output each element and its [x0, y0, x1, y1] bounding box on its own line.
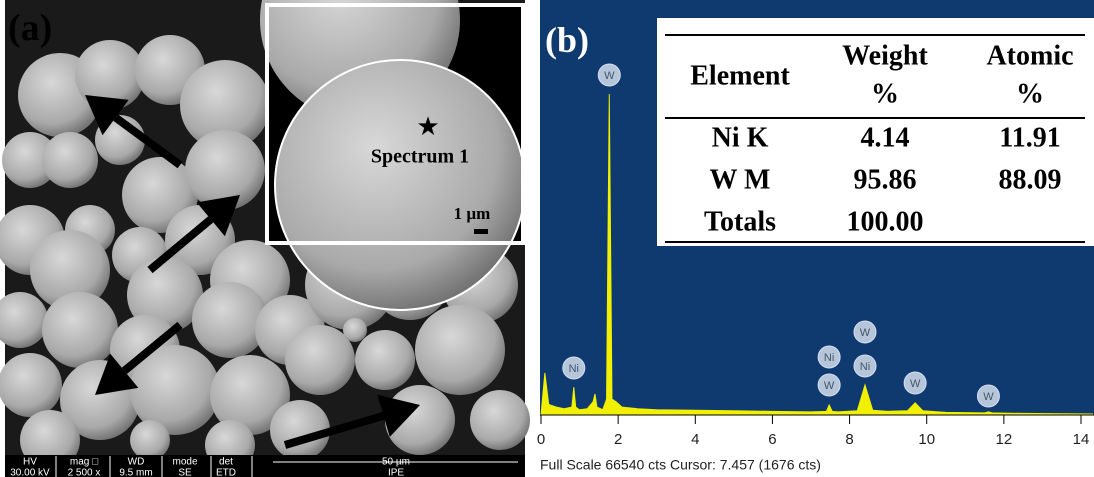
- info-scale: 50 µm: [382, 457, 410, 468]
- table-header: %: [871, 78, 899, 109]
- scale-bar-label: 1 µm: [454, 204, 491, 223]
- table-cell: Totals: [704, 206, 776, 237]
- table-cell: 11.91: [999, 122, 1060, 153]
- table-header: %: [1016, 78, 1044, 109]
- x-tick-label: 2: [614, 431, 622, 448]
- scale-bar: [474, 229, 488, 234]
- info-header: WD: [128, 457, 145, 468]
- particle: [0, 353, 62, 417]
- table-cell: W M: [710, 164, 771, 195]
- info-header: HV: [23, 457, 37, 468]
- info-value: 2 500 x: [68, 468, 101, 477]
- table-header: Weight: [842, 40, 928, 71]
- peak-label: Ni: [860, 361, 870, 373]
- peak-label: Ni: [569, 363, 579, 375]
- table-cell: 4.14: [861, 122, 910, 153]
- peak-label: W: [860, 327, 871, 339]
- info-value: 9.5 mm: [119, 468, 152, 477]
- peak-label: Ni: [824, 352, 834, 364]
- particle: [343, 318, 367, 342]
- page: {"panel_a": {"label": "(a)", "inset": {"…: [0, 0, 1094, 477]
- star: ★: [416, 111, 439, 141]
- table-cell: Ni K: [712, 122, 769, 153]
- particle: [42, 292, 118, 368]
- particle: [270, 400, 330, 460]
- spectrum-footer: Full Scale 66540 cts Cursor: 7.457 (1676…: [540, 457, 821, 473]
- x-tick-label: 12: [996, 431, 1013, 448]
- peak-label: W: [604, 70, 615, 82]
- table-header: Element: [690, 60, 790, 91]
- info-header: det: [219, 457, 233, 468]
- info-value: 30.00 kV: [10, 468, 50, 477]
- table-cell: 100.00: [847, 206, 924, 237]
- peak-label: W: [983, 391, 994, 403]
- table-cell: 95.86: [854, 164, 917, 195]
- info-org: IPE: [388, 468, 404, 477]
- info-value: ETD: [216, 468, 236, 477]
- particle: [42, 132, 98, 188]
- info-value: SE: [178, 468, 192, 477]
- particle: [355, 330, 415, 390]
- inset-particle: [275, 60, 525, 310]
- x-tick-label: 8: [845, 431, 853, 448]
- x-tick-label: 6: [768, 431, 776, 448]
- x-tick-label: 14: [1073, 431, 1090, 448]
- table-cell: 88.09: [999, 164, 1062, 195]
- panel-label: (a): [8, 7, 52, 49]
- x-tick-label: 10: [918, 431, 935, 448]
- inset-annotation: Spectrum 1: [371, 146, 469, 168]
- panel-label: (b): [545, 20, 589, 60]
- info-header: mag □: [70, 457, 98, 468]
- x-tick-label: 4: [691, 431, 699, 448]
- particle: [130, 420, 170, 460]
- info-header: mode: [172, 457, 197, 468]
- table-header: Atomic: [986, 40, 1073, 71]
- particle: [470, 390, 530, 450]
- peak-label: W: [910, 378, 921, 390]
- figure: ★ Spectrum 1 1 µm (a) HV30.00 kVmag □2 5…: [0, 0, 1094, 477]
- particle: [415, 305, 505, 395]
- peak-label: W: [824, 380, 835, 392]
- x-tick-label: 0: [537, 431, 545, 448]
